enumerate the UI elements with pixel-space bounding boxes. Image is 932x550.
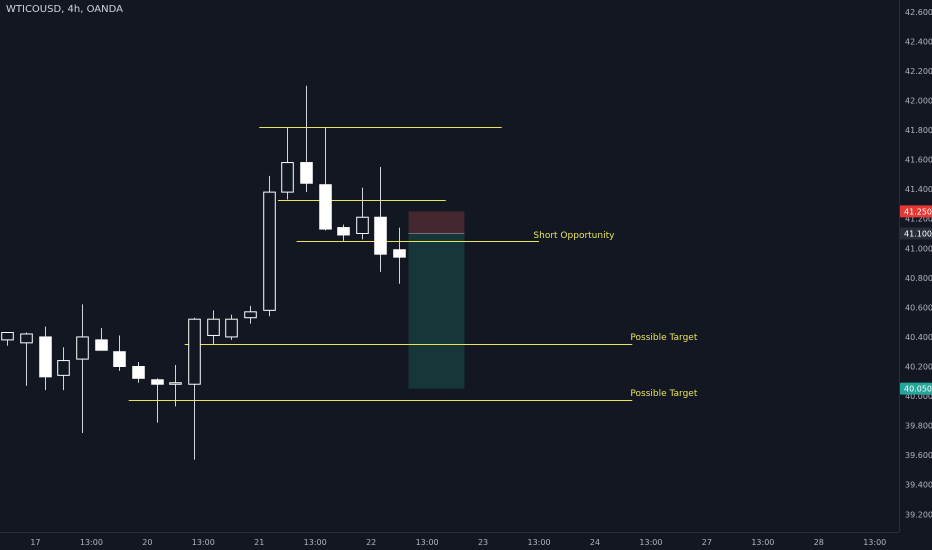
candle[interactable] — [356, 187, 369, 240]
candle-body — [76, 336, 89, 360]
y-tick-label: 40.800 — [905, 274, 932, 283]
x-tick-label: 13:00 — [863, 538, 886, 547]
x-tick-label: 21 — [254, 538, 264, 547]
price-tag-label: 41.250 — [904, 207, 932, 216]
x-tick-label: 13:00 — [751, 538, 774, 547]
candle-body — [300, 162, 313, 184]
y-tick-label: 39.400 — [905, 481, 932, 490]
candle-body — [319, 184, 332, 230]
candle[interactable] — [151, 378, 164, 423]
candle-body — [337, 227, 350, 236]
x-tick-label: 17 — [30, 538, 40, 547]
candle[interactable] — [57, 347, 70, 391]
candle-body — [113, 351, 126, 367]
candle[interactable] — [207, 310, 220, 345]
y-tick-label: 42.200 — [905, 67, 932, 76]
candle[interactable] — [132, 362, 145, 383]
time-axis[interactable]: 17 13:00 20 13:00 21 13:00 22 13:00 23 13:00 24 13:… — [30, 538, 886, 547]
candle-body — [57, 360, 70, 376]
x-tick-label: 13:00 — [527, 538, 550, 547]
y-tick-label: 42.600 — [905, 8, 932, 17]
candle-body — [374, 216, 387, 255]
y-tick-label: 41.400 — [905, 185, 932, 194]
x-tick-label: 13:00 — [80, 538, 103, 547]
candle-body — [188, 318, 201, 385]
y-tick-label: 41.200 — [905, 215, 932, 224]
annotation-label[interactable]: Possible Target — [630, 333, 697, 343]
x-tick-label: 23 — [478, 538, 488, 547]
x-tick-label: 13:00 — [639, 538, 662, 547]
candle[interactable] — [1, 332, 14, 346]
candle-body — [39, 336, 52, 378]
candle-body — [207, 318, 220, 336]
candle-body — [393, 249, 406, 258]
y-tick-label: 41.000 — [905, 244, 932, 253]
candle[interactable] — [225, 314, 238, 340]
price-axis[interactable]: 42.600 42.400 42.200 42.000 41.800 41.600 41.4… — [905, 8, 932, 519]
candle[interactable] — [393, 227, 406, 284]
candle[interactable] — [300, 85, 313, 193]
y-tick-label: 41.800 — [905, 126, 932, 135]
price-tag-stop: 41.250 — [900, 205, 932, 218]
x-tick-label: 13:00 — [304, 538, 327, 547]
candle[interactable] — [337, 224, 350, 241]
y-tick-label: 40.400 — [905, 333, 932, 342]
y-tick-label: 40.600 — [905, 303, 932, 312]
candle-body — [151, 379, 164, 385]
profit-target-zone[interactable] — [408, 233, 465, 389]
annotation-label[interactable]: Possible Target — [630, 389, 697, 399]
candle-body — [1, 332, 14, 341]
candle-body — [169, 382, 182, 385]
x-tick-label: 20 — [142, 538, 152, 547]
y-tick-label: 39.200 — [905, 510, 932, 519]
candle-body — [95, 339, 108, 351]
candle[interactable] — [244, 305, 257, 324]
candle-body — [132, 365, 145, 379]
annotation-label[interactable]: Short Opportunity — [533, 231, 615, 241]
price-tag-label: 40.050 — [904, 385, 932, 394]
candle-body — [263, 191, 276, 311]
x-tick-label: 28 — [814, 538, 824, 547]
candle[interactable] — [319, 127, 332, 231]
y-tick-label: 39.600 — [905, 451, 932, 460]
y-tick-label: 40.000 — [905, 392, 932, 401]
candle[interactable] — [113, 335, 126, 371]
x-tick-label: 22 — [366, 538, 376, 547]
price-tag-label: 41.100 — [904, 229, 932, 238]
x-tick-label: 13:00 — [192, 538, 215, 547]
y-tick-label: 41.600 — [905, 156, 932, 165]
y-tick-label: 42.400 — [905, 37, 932, 46]
y-tick-label: 40.200 — [905, 362, 932, 371]
x-tick-label: 24 — [590, 538, 600, 547]
price-tag-target: 40.050 — [900, 382, 932, 395]
stop-loss-zone[interactable] — [408, 211, 465, 234]
candle-body — [20, 333, 33, 344]
candle-body — [225, 318, 238, 338]
candle[interactable] — [39, 326, 52, 391]
candle[interactable] — [95, 328, 108, 351]
candle[interactable] — [263, 175, 276, 317]
candle[interactable] — [188, 317, 201, 460]
candle-body — [356, 216, 369, 234]
candle[interactable] — [169, 365, 182, 407]
candle[interactable] — [76, 304, 89, 433]
candle[interactable] — [374, 166, 387, 272]
price-tag-entry: 41.100 — [900, 227, 932, 240]
y-tick-label: 39.800 — [905, 422, 932, 431]
candle[interactable] — [281, 127, 294, 200]
candle-body — [244, 311, 257, 319]
candle[interactable] — [20, 332, 33, 386]
x-tick-label: 27 — [702, 538, 712, 547]
symbol-title: WTICOUSD, 4h, OANDA — [6, 4, 123, 15]
y-tick-label: 42.000 — [905, 96, 932, 105]
x-tick-label: 13:00 — [416, 538, 439, 547]
candle-body — [281, 162, 294, 193]
